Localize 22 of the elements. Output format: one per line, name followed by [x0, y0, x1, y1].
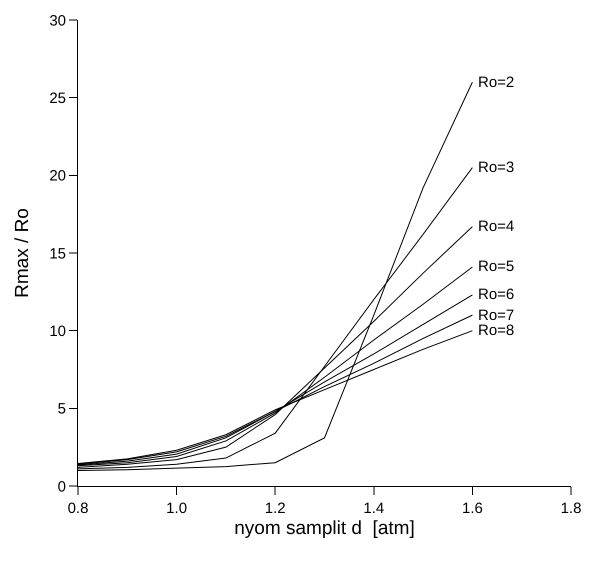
y-tick-label: 15 [49, 245, 66, 262]
y-tick-label: 0 [58, 478, 66, 496]
series-label: Ro=7 [478, 307, 514, 324]
y-tick-label: 30 [49, 12, 66, 30]
series-label: Ro=6 [478, 286, 514, 303]
series-label: Ro=8 [478, 322, 514, 339]
series-label: Ro=5 [478, 258, 514, 275]
x-tick-label: 0.8 [68, 500, 88, 517]
x-axis-title: nyom samplit d [atm] [234, 518, 415, 539]
x-tick-label: 1.6 [462, 500, 483, 517]
series-label: Ro=4 [478, 218, 514, 235]
y-tick-label: 10 [49, 322, 66, 340]
y-tick-label: 25 [49, 90, 66, 107]
x-tick-label: 1.0 [166, 500, 188, 517]
x-tick-label: 1.2 [264, 500, 286, 517]
series-label: Ro=2 [478, 74, 514, 91]
series-label: Ro=3 [478, 159, 514, 176]
y-axis-title: Rmax / Ro [12, 208, 34, 298]
y-tick-label: 5 [58, 400, 66, 418]
x-tick-label: 1.4 [363, 500, 384, 517]
y-tick-label: 20 [49, 168, 66, 185]
x-tick-label: 1.8 [560, 500, 582, 517]
